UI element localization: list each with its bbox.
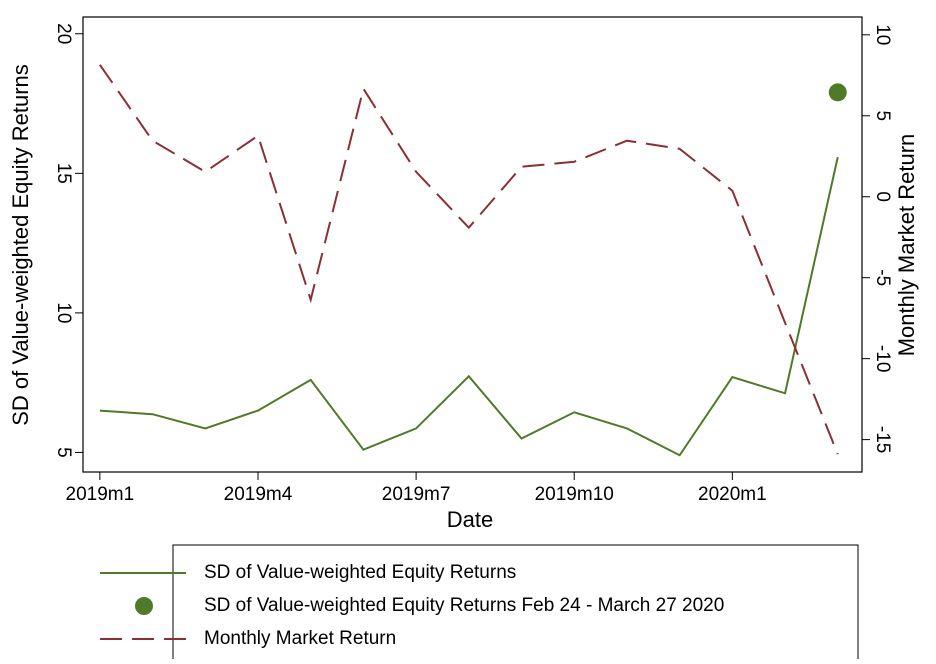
y2-tick-label: 5 (872, 110, 893, 121)
y2-tick-label: -15 (872, 426, 893, 453)
x-tick-label: 2019m7 (382, 484, 451, 505)
x-tick-label: 2019m4 (224, 484, 293, 505)
y-tick-label: 15 (53, 163, 74, 184)
series-line (99, 64, 839, 455)
x-axis-label: Date (447, 507, 493, 532)
plot-frame (82, 16, 863, 473)
x-tick-label: 2020m1 (698, 484, 767, 505)
legend-label: SD of Value-weighted Equity Returns Feb … (204, 595, 724, 616)
y2-tick-label: -5 (872, 269, 893, 286)
y2-tick-label: -10 (872, 345, 893, 372)
x-tick-label: 2019m10 (535, 484, 614, 505)
marker (828, 83, 847, 102)
y-tick-label: 20 (53, 23, 74, 44)
y2-axis-label: Monthly Market Return (894, 134, 919, 357)
y-axis-label: SD of Value-weighted Equity Returns (8, 64, 33, 426)
legend-box (172, 544, 859, 664)
x-tick-label: 2019m1 (66, 484, 135, 505)
legend-label: SD of Value-weighted Equity Returns (204, 562, 516, 583)
y2-tick-label: 0 (872, 191, 893, 202)
y-tick-label: 10 (53, 302, 74, 323)
y-tick-label: 5 (53, 447, 74, 458)
legend-label: Monthly Market Return (204, 628, 396, 649)
legend-marker (135, 597, 153, 615)
series-line (99, 156, 839, 457)
y2-tick-label: 10 (872, 24, 893, 45)
